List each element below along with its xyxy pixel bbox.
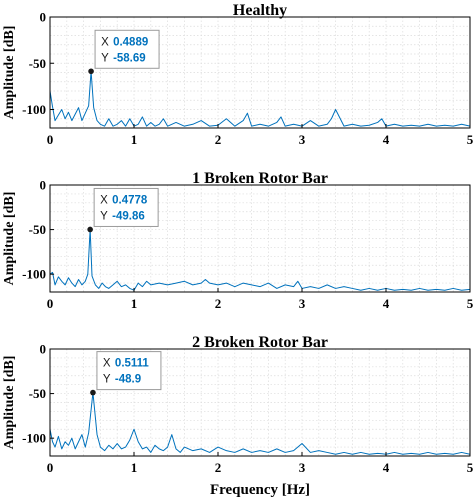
panel-title: 2 Broken Rotor Bar <box>192 334 328 351</box>
datatip-marker <box>87 226 93 233</box>
x-tick-label: 2 <box>215 132 222 147</box>
y-tick-label: -50 <box>29 386 46 401</box>
y-tick-label: 0 <box>40 10 47 25</box>
y-tick-label: 0 <box>40 342 47 357</box>
x-tick-label: 4 <box>383 296 390 311</box>
y-axis-label: Amplitude [dB] <box>2 356 17 450</box>
datatip-x-label: X <box>101 36 109 48</box>
datatip-y-value: -58.69 <box>113 52 146 64</box>
y-tick-label: -100 <box>22 431 46 446</box>
y-tick-label: -100 <box>22 102 46 117</box>
y-axis-label: Amplitude [dB] <box>2 192 17 286</box>
x-tick-label: 2 <box>215 296 222 311</box>
x-axis-label: Frequency [Hz] <box>210 482 310 498</box>
datatip-x-value: 0.4778 <box>112 194 148 206</box>
x-tick-label: 1 <box>131 460 138 475</box>
panel-title: 1 Broken Rotor Bar <box>192 170 328 187</box>
x-tick-label: 0 <box>47 460 54 475</box>
datatip-box <box>94 29 160 69</box>
axes-box <box>49 16 471 129</box>
datatip-x-label: X <box>100 194 108 206</box>
x-tick-label: 3 <box>299 460 306 475</box>
datatip-box <box>96 351 162 391</box>
y-axis-label: Amplitude [dB] <box>2 26 17 120</box>
x-tick-label: 5 <box>467 296 474 311</box>
y-tick-label: 0 <box>40 178 47 193</box>
datatip-marker <box>90 389 96 396</box>
x-tick-label: 3 <box>299 132 306 147</box>
panel-title: Healthy <box>233 2 287 19</box>
x-tick-label: 4 <box>383 132 390 147</box>
x-tick-label: 4 <box>383 460 390 475</box>
x-tick-label: 0 <box>47 132 54 147</box>
datatip-y-value: -49.86 <box>112 210 145 222</box>
x-tick-label: 1 <box>131 296 138 311</box>
x-tick-label: 0 <box>47 296 54 311</box>
panel-3: 0 1 2 3 4 5 0 -50 -100 2 Broken Rotor Bar Amplitud… <box>2 334 474 475</box>
datatip-box <box>93 187 159 227</box>
datatip-x-value: 0.5111 <box>115 358 150 370</box>
x-tick-label: 1 <box>131 132 138 147</box>
spectrum-line <box>49 70 471 127</box>
datatip-x-value: 0.4889 <box>113 36 148 48</box>
datatip-marker <box>88 68 94 75</box>
y-tick-label: -50 <box>29 222 46 237</box>
datatip-y-label: Y <box>101 52 109 64</box>
x-tick-label: 3 <box>299 296 306 311</box>
spectrum-line <box>49 392 471 455</box>
panel-2: 0 1 2 3 4 5 0 -50 -100 1 Broken Rotor Bar Amplitud… <box>2 170 474 311</box>
x-tick-label: 5 <box>467 460 474 475</box>
x-tick-label: 2 <box>215 460 222 475</box>
y-tick-label: -50 <box>29 56 46 71</box>
axes-box <box>49 348 471 457</box>
x-tick-label: 5 <box>467 132 474 147</box>
datatip-y-value: -48.9 <box>115 374 141 386</box>
y-tick-label: -100 <box>22 267 46 282</box>
panel-1: 0 1 2 3 4 5 0 -50 -100 Healthy Amplitude [dB] X 0.48… <box>2 2 474 147</box>
axes-box <box>49 184 471 293</box>
spectrum-line <box>49 228 471 291</box>
datatip-y-label: Y <box>100 210 108 222</box>
datatip-x-label: X <box>103 358 111 370</box>
datatip-y-label: Y <box>103 374 111 386</box>
